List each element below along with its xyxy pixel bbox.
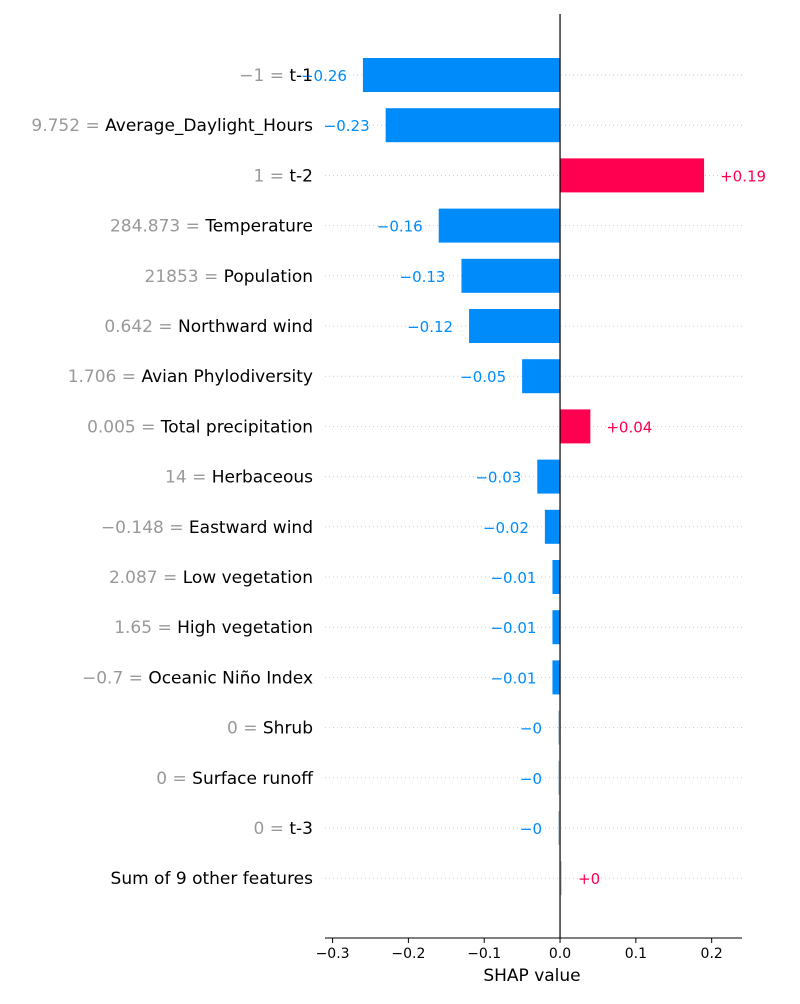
feature-label: 0.642 = Northward wind: [104, 317, 313, 337]
feature-value: 9.752 =: [31, 116, 105, 136]
shap-value-label: −0.03: [475, 469, 521, 487]
feature-name: Eastward wind: [189, 518, 313, 538]
feature-value: 0.642 =: [104, 317, 178, 337]
shap-bar: [537, 459, 561, 494]
feature-name: Surface runoff: [192, 769, 314, 789]
feature-label: 0 = t-3: [254, 819, 314, 839]
feature-label: −1 = t-1: [239, 66, 313, 86]
shap-bar: [385, 108, 561, 143]
x-tick-label: −0.1: [467, 946, 501, 962]
feature-label: 0.005 = Total precipitation: [87, 417, 313, 437]
feature-value: −1 =: [239, 66, 289, 86]
feature-label: 0 = Surface runoff: [156, 769, 314, 789]
feature-label: −0.7 = Oceanic Niño Index: [82, 668, 313, 688]
shap-value-label: −0: [520, 820, 542, 838]
feature-value: 0 =: [227, 719, 263, 739]
shap-bar: [552, 660, 561, 695]
shap-value-label: −0.05: [460, 368, 506, 386]
feature-name: Northward wind: [178, 317, 313, 337]
feature-value: −0.7 =: [82, 668, 148, 688]
feature-value: 0 =: [156, 769, 192, 789]
x-axis: −0.3 −0.2 −0.1 0.0 0.1 0.2: [316, 937, 742, 962]
x-tick-label: 0.0: [549, 946, 571, 962]
grid-lines: [325, 74, 742, 879]
feature-name: t-1: [289, 66, 313, 86]
feature-value: −0.148 =: [101, 518, 189, 538]
shap-bar: [461, 258, 561, 293]
shap-bar: [560, 409, 591, 444]
feature-name: Sum of 9 other features: [111, 869, 314, 889]
feature-value: 14 =: [165, 468, 212, 488]
feature-label: −0.148 = Eastward wind: [101, 518, 313, 538]
shap-value-label: +0.04: [606, 418, 652, 436]
feature-name: High vegetation: [177, 618, 313, 638]
feature-label: 1.65 = High vegetation: [114, 618, 313, 638]
feature-label: Sum of 9 other features: [111, 869, 314, 889]
shap-bar: [558, 811, 561, 845]
shap-bar: [560, 861, 563, 896]
feature-name: Total precipitation: [160, 417, 313, 437]
feature-value: 0 =: [254, 819, 290, 839]
shap-bar: [552, 610, 561, 645]
feature-value: 2.087 =: [109, 568, 183, 588]
x-axis-label: SHAP value: [483, 966, 580, 986]
feature-label: 1.706 = Avian Phylodiversity: [68, 367, 313, 387]
feature-name: Population: [224, 267, 313, 287]
shap-bar: [522, 359, 561, 394]
x-tick-label: −0.2: [391, 946, 425, 962]
feature-name: Low vegetation: [183, 568, 313, 588]
shap-value-label: −0.23: [324, 117, 370, 135]
shap-value-label: −0.01: [490, 669, 536, 687]
x-tick-label: 0.1: [625, 946, 647, 962]
feature-label: 9.752 = Average_Daylight_Hours: [31, 116, 313, 136]
shap-value-label: +0.19: [720, 167, 766, 185]
feature-name: Avian Phylodiversity: [141, 367, 313, 387]
shap-value-label: −0.26: [301, 67, 347, 85]
shap-value-label: −0.02: [483, 519, 529, 537]
feature-labels: −1 = t-1 9.752 = Average_Daylight_Hours 1 …: [31, 66, 314, 889]
shap-value-label: −0.12: [407, 318, 453, 336]
feature-value: 1.65 =: [114, 618, 177, 638]
bars: [362, 58, 705, 896]
feature-value: 0.005 =: [87, 417, 161, 437]
feature-label: 14 = Herbaceous: [165, 468, 313, 488]
shap-bar: [362, 58, 561, 92]
shap-value-label: −0: [520, 720, 542, 738]
feature-label: 1 = t-2: [254, 166, 314, 186]
feature-name: Oceanic Niño Index: [148, 668, 313, 688]
feature-name: Temperature: [204, 217, 313, 237]
feature-name: Herbaceous: [212, 468, 313, 488]
shap-bar: [544, 509, 561, 544]
feature-value: 284.873 =: [110, 217, 205, 237]
feature-value: 1 =: [254, 166, 290, 186]
value-labels: −0.26 −0.23 +0.19 −0.16 −0.13 −0.12 −0.05 +0.04…: [301, 67, 766, 888]
shap-bar: [438, 208, 561, 243]
shap-bar: [558, 710, 561, 745]
shap-value-label: −0.01: [490, 569, 536, 587]
shap-value-label: −0.01: [490, 619, 536, 637]
feature-label: 0 = Shrub: [227, 719, 313, 739]
feature-value: 21853 =: [145, 267, 224, 287]
x-tick-label: 0.2: [701, 946, 723, 962]
feature-label: 21853 = Population: [145, 267, 313, 287]
shap-value-label: +0: [578, 870, 600, 888]
feature-name: Average_Daylight_Hours: [105, 116, 313, 136]
shap-value-label: −0: [520, 770, 542, 788]
shap-bar: [558, 760, 561, 795]
shap-bar: [469, 309, 561, 343]
feature-name: t-2: [289, 166, 313, 186]
feature-value: 1.706 =: [68, 367, 142, 387]
x-tick-label: −0.3: [316, 946, 350, 962]
feature-label: 2.087 = Low vegetation: [109, 568, 313, 588]
shap-value-label: −0.16: [377, 218, 423, 236]
shap-bar: [552, 560, 561, 594]
feature-name: Shrub: [263, 719, 313, 739]
feature-name: t-3: [289, 819, 313, 839]
feature-label: 284.873 = Temperature: [110, 217, 313, 237]
shap-value-label: −0.13: [400, 268, 446, 286]
shap-bar: [560, 158, 705, 193]
